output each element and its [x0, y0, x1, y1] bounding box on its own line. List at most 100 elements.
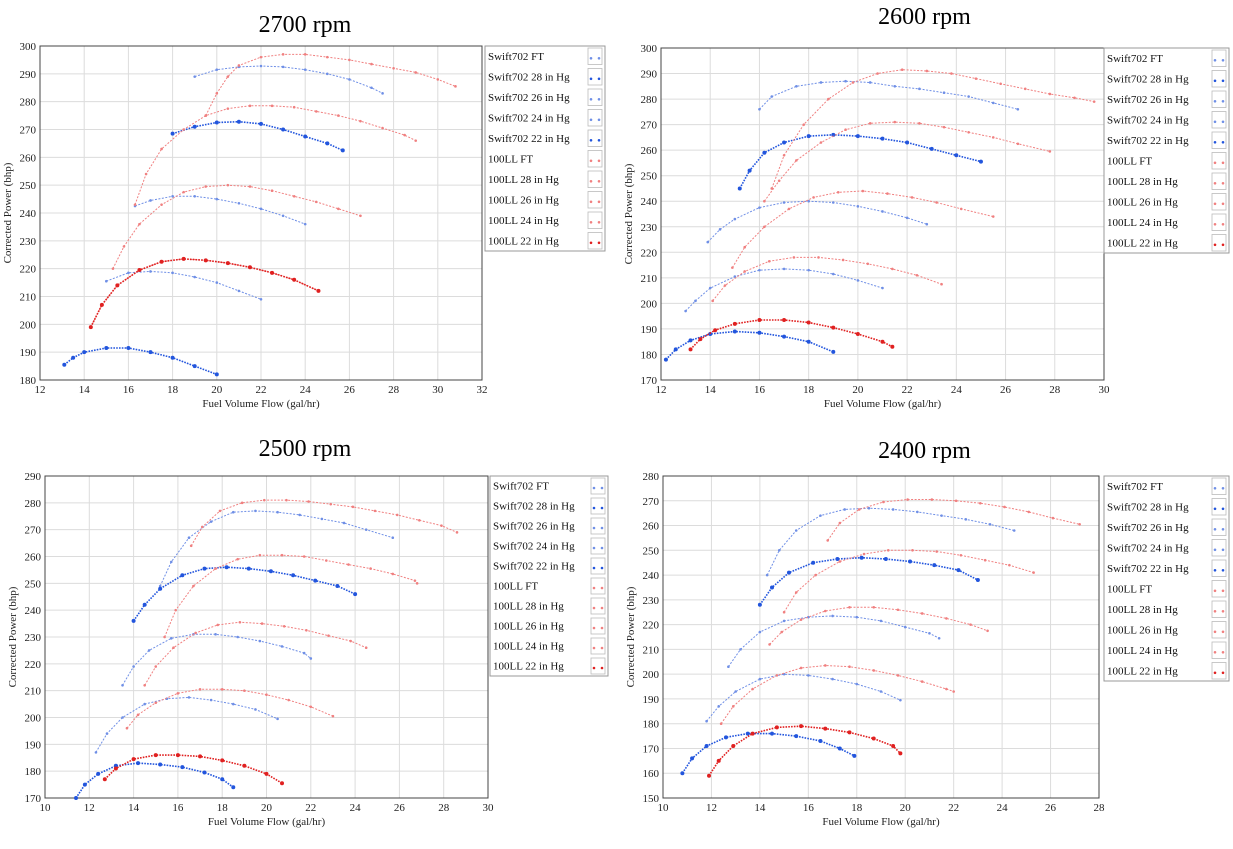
legend-entry-label: 100LL 24 in Hg: [488, 215, 559, 227]
data-point: [935, 550, 939, 553]
data-point: [136, 761, 141, 766]
legend-box: [484, 45, 606, 252]
legend-entry-label: Swift702 28 in Hg: [493, 501, 575, 513]
series: [680, 731, 857, 776]
data-point: [121, 684, 124, 687]
data-point: [214, 372, 219, 377]
data-point: [224, 565, 229, 570]
data-point: [347, 563, 350, 566]
series-line: [706, 673, 901, 722]
plot-frame: [44, 475, 489, 799]
data-point: [765, 573, 769, 577]
data-point: [915, 273, 919, 277]
x-tick-label: 14: [754, 802, 766, 814]
data-point: [254, 509, 257, 513]
x-tick-label: 24: [350, 802, 362, 814]
data-point: [202, 770, 207, 775]
legend-swatch-dot: [600, 626, 604, 630]
data-point: [835, 556, 840, 561]
x-tick-label: 26: [344, 384, 356, 396]
series-line: [134, 105, 416, 205]
data-point: [200, 525, 204, 529]
data-point: [303, 68, 307, 71]
legend-entry-label: Swift702 FT: [488, 51, 544, 63]
data-point: [154, 665, 158, 668]
legend-entry-label: 100LL 24 in Hg: [1107, 217, 1178, 229]
data-point: [395, 513, 399, 517]
data-point: [99, 302, 104, 307]
data-point: [415, 582, 419, 585]
y-tick-label: 270: [25, 525, 42, 537]
data-point: [719, 722, 723, 725]
x-tick-label: 14: [705, 384, 717, 396]
x-tick-label: 32: [477, 384, 488, 396]
data-point: [852, 753, 857, 758]
data-point: [862, 552, 866, 556]
legend-swatch: [1211, 131, 1227, 149]
data-point: [732, 329, 737, 334]
data-point: [436, 78, 440, 81]
legend-swatch: [1211, 172, 1227, 190]
y-tick-label: 280: [25, 498, 42, 510]
data-point: [1008, 563, 1011, 567]
series: [826, 498, 1081, 542]
legend-swatch-dot: [589, 221, 593, 224]
x-tick-label: 28: [1094, 802, 1106, 814]
data-point: [999, 82, 1002, 86]
data-point: [848, 605, 851, 609]
y-axis-label: Corrected Power (bhp): [7, 586, 19, 687]
legend-swatch-dot: [600, 526, 604, 530]
data-point: [105, 732, 109, 735]
data-point: [203, 258, 208, 263]
data-point: [823, 609, 827, 613]
series-line: [720, 664, 954, 724]
y-tick-label: 180: [20, 375, 37, 387]
data-point: [705, 719, 708, 723]
legend-swatch: [590, 617, 606, 635]
data-point: [160, 203, 163, 206]
series-line: [771, 69, 1095, 189]
data-point: [807, 199, 810, 203]
legend-entry-label: 100LL 28 in Hg: [1107, 604, 1178, 616]
data-point: [831, 325, 836, 330]
data-point: [337, 114, 340, 117]
legend-swatch-box: [587, 211, 603, 229]
data-point: [937, 636, 941, 640]
legend-entry-label: Swift702 24 in Hg: [1107, 542, 1189, 554]
legend-swatch: [587, 88, 603, 106]
data-point: [673, 347, 678, 352]
data-point: [281, 214, 285, 218]
legend-swatch-box: [587, 191, 603, 209]
legend-swatch-box: [1211, 559, 1227, 577]
y-tick-label: 210: [20, 292, 37, 304]
legend-swatch-box: [587, 150, 603, 168]
data-point: [369, 567, 372, 570]
data-point: [799, 666, 803, 670]
data-point: [316, 288, 321, 293]
legend-swatch-dot: [589, 118, 593, 122]
series: [688, 317, 895, 352]
data-point: [215, 197, 219, 201]
series-line: [707, 200, 927, 243]
data-point: [782, 201, 786, 204]
x-axis-label: Fuel Volume Flow (gal/hr): [208, 816, 326, 828]
legend-swatch: [1211, 498, 1227, 516]
x-tick-label: 18: [167, 384, 179, 396]
legend-swatch-dot: [1213, 202, 1217, 206]
data-point: [237, 289, 241, 293]
data-point: [1016, 107, 1020, 111]
series-line: [122, 633, 312, 686]
data-point: [775, 674, 779, 677]
legend-swatch-dot: [1213, 100, 1217, 103]
data-point: [770, 585, 774, 590]
legend-entry-label: 100LL 22 in Hg: [493, 661, 564, 673]
data-point: [782, 140, 787, 145]
data-point: [795, 159, 798, 162]
chart-title: 2500 rpm: [258, 436, 352, 462]
series: [102, 753, 285, 786]
data-point: [680, 771, 685, 776]
data-point: [831, 272, 835, 276]
data-point: [774, 725, 779, 730]
legend-entry-label: Swift702 26 in Hg: [1107, 94, 1189, 106]
data-point: [731, 743, 736, 748]
